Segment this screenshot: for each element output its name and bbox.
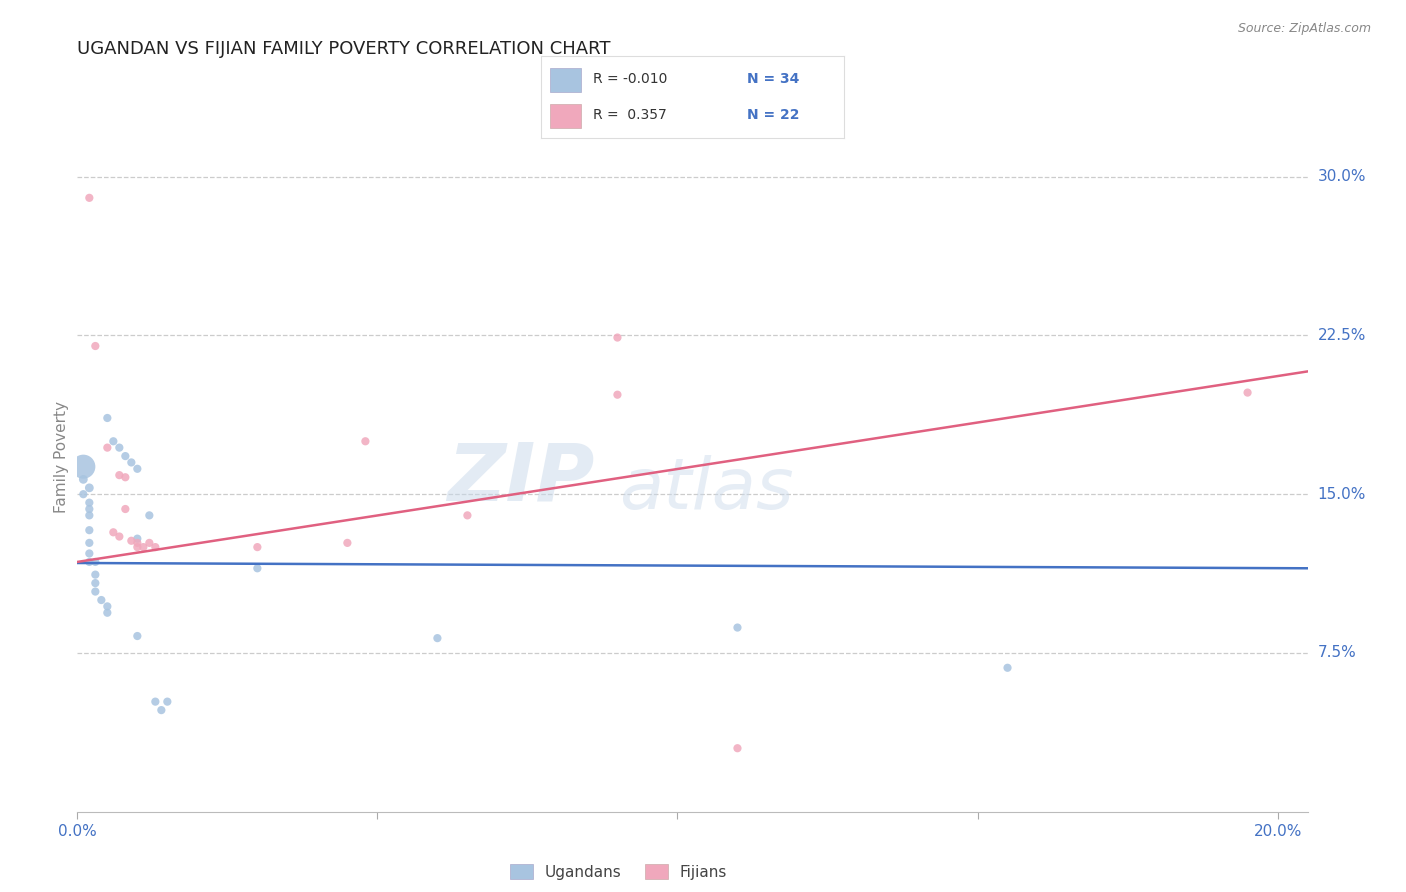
Point	[143, 695, 166, 709]
Point	[138, 508, 160, 523]
Point	[1236, 385, 1258, 400]
Text: 22.5%: 22.5%	[1317, 328, 1365, 343]
Point	[84, 567, 107, 582]
Text: 30.0%: 30.0%	[1317, 169, 1365, 184]
Text: R = -0.010: R = -0.010	[593, 72, 666, 87]
Point	[96, 599, 118, 614]
Point	[108, 468, 131, 483]
Point	[84, 584, 107, 599]
Point	[132, 540, 155, 554]
Point	[79, 496, 101, 510]
Point	[79, 508, 101, 523]
Point	[127, 536, 149, 550]
Point	[96, 411, 118, 425]
Point	[246, 561, 269, 575]
Point	[727, 621, 749, 635]
Text: R =  0.357: R = 0.357	[593, 108, 666, 122]
Text: N = 22: N = 22	[747, 108, 800, 122]
Point	[127, 629, 149, 643]
Point	[120, 455, 142, 469]
Point	[120, 533, 142, 548]
Point	[606, 387, 628, 401]
Bar	[550, 68, 581, 92]
Point	[108, 441, 131, 455]
Point	[138, 536, 160, 550]
Point	[103, 434, 125, 449]
Point	[84, 555, 107, 569]
Point	[143, 540, 166, 554]
Point	[156, 695, 179, 709]
Point	[79, 536, 101, 550]
Bar	[550, 103, 581, 128]
Text: atlas: atlas	[619, 455, 793, 524]
Point	[127, 540, 149, 554]
Point	[997, 661, 1019, 675]
Text: N = 34: N = 34	[747, 72, 799, 87]
Point	[150, 703, 173, 717]
Point	[72, 472, 94, 486]
Point	[114, 502, 136, 516]
Text: Source: ZipAtlas.com: Source: ZipAtlas.com	[1237, 22, 1371, 36]
Point	[336, 536, 359, 550]
Point	[96, 606, 118, 620]
Point	[72, 459, 94, 474]
Point	[108, 529, 131, 543]
Text: UGANDAN VS FIJIAN FAMILY POVERTY CORRELATION CHART: UGANDAN VS FIJIAN FAMILY POVERTY CORRELA…	[77, 40, 610, 58]
Point	[127, 532, 149, 546]
Point	[84, 576, 107, 591]
Point	[456, 508, 478, 523]
Point	[79, 523, 101, 537]
Point	[72, 487, 94, 501]
Point	[114, 449, 136, 463]
Text: ZIP: ZIP	[447, 440, 595, 517]
Text: 7.5%: 7.5%	[1317, 646, 1357, 660]
Point	[354, 434, 377, 449]
Point	[79, 546, 101, 560]
Legend: Ugandans, Fijians: Ugandans, Fijians	[503, 857, 734, 886]
Point	[114, 470, 136, 484]
Y-axis label: Family Poverty: Family Poverty	[53, 401, 69, 513]
Point	[606, 330, 628, 344]
Point	[90, 593, 112, 607]
Point	[727, 741, 749, 756]
Point	[79, 502, 101, 516]
Point	[127, 462, 149, 476]
Point	[79, 481, 101, 495]
Point	[79, 191, 101, 205]
Point	[96, 441, 118, 455]
Point	[79, 555, 101, 569]
Point	[84, 339, 107, 353]
Point	[426, 631, 449, 645]
Text: 15.0%: 15.0%	[1317, 487, 1365, 501]
Point	[103, 525, 125, 540]
Point	[246, 540, 269, 554]
